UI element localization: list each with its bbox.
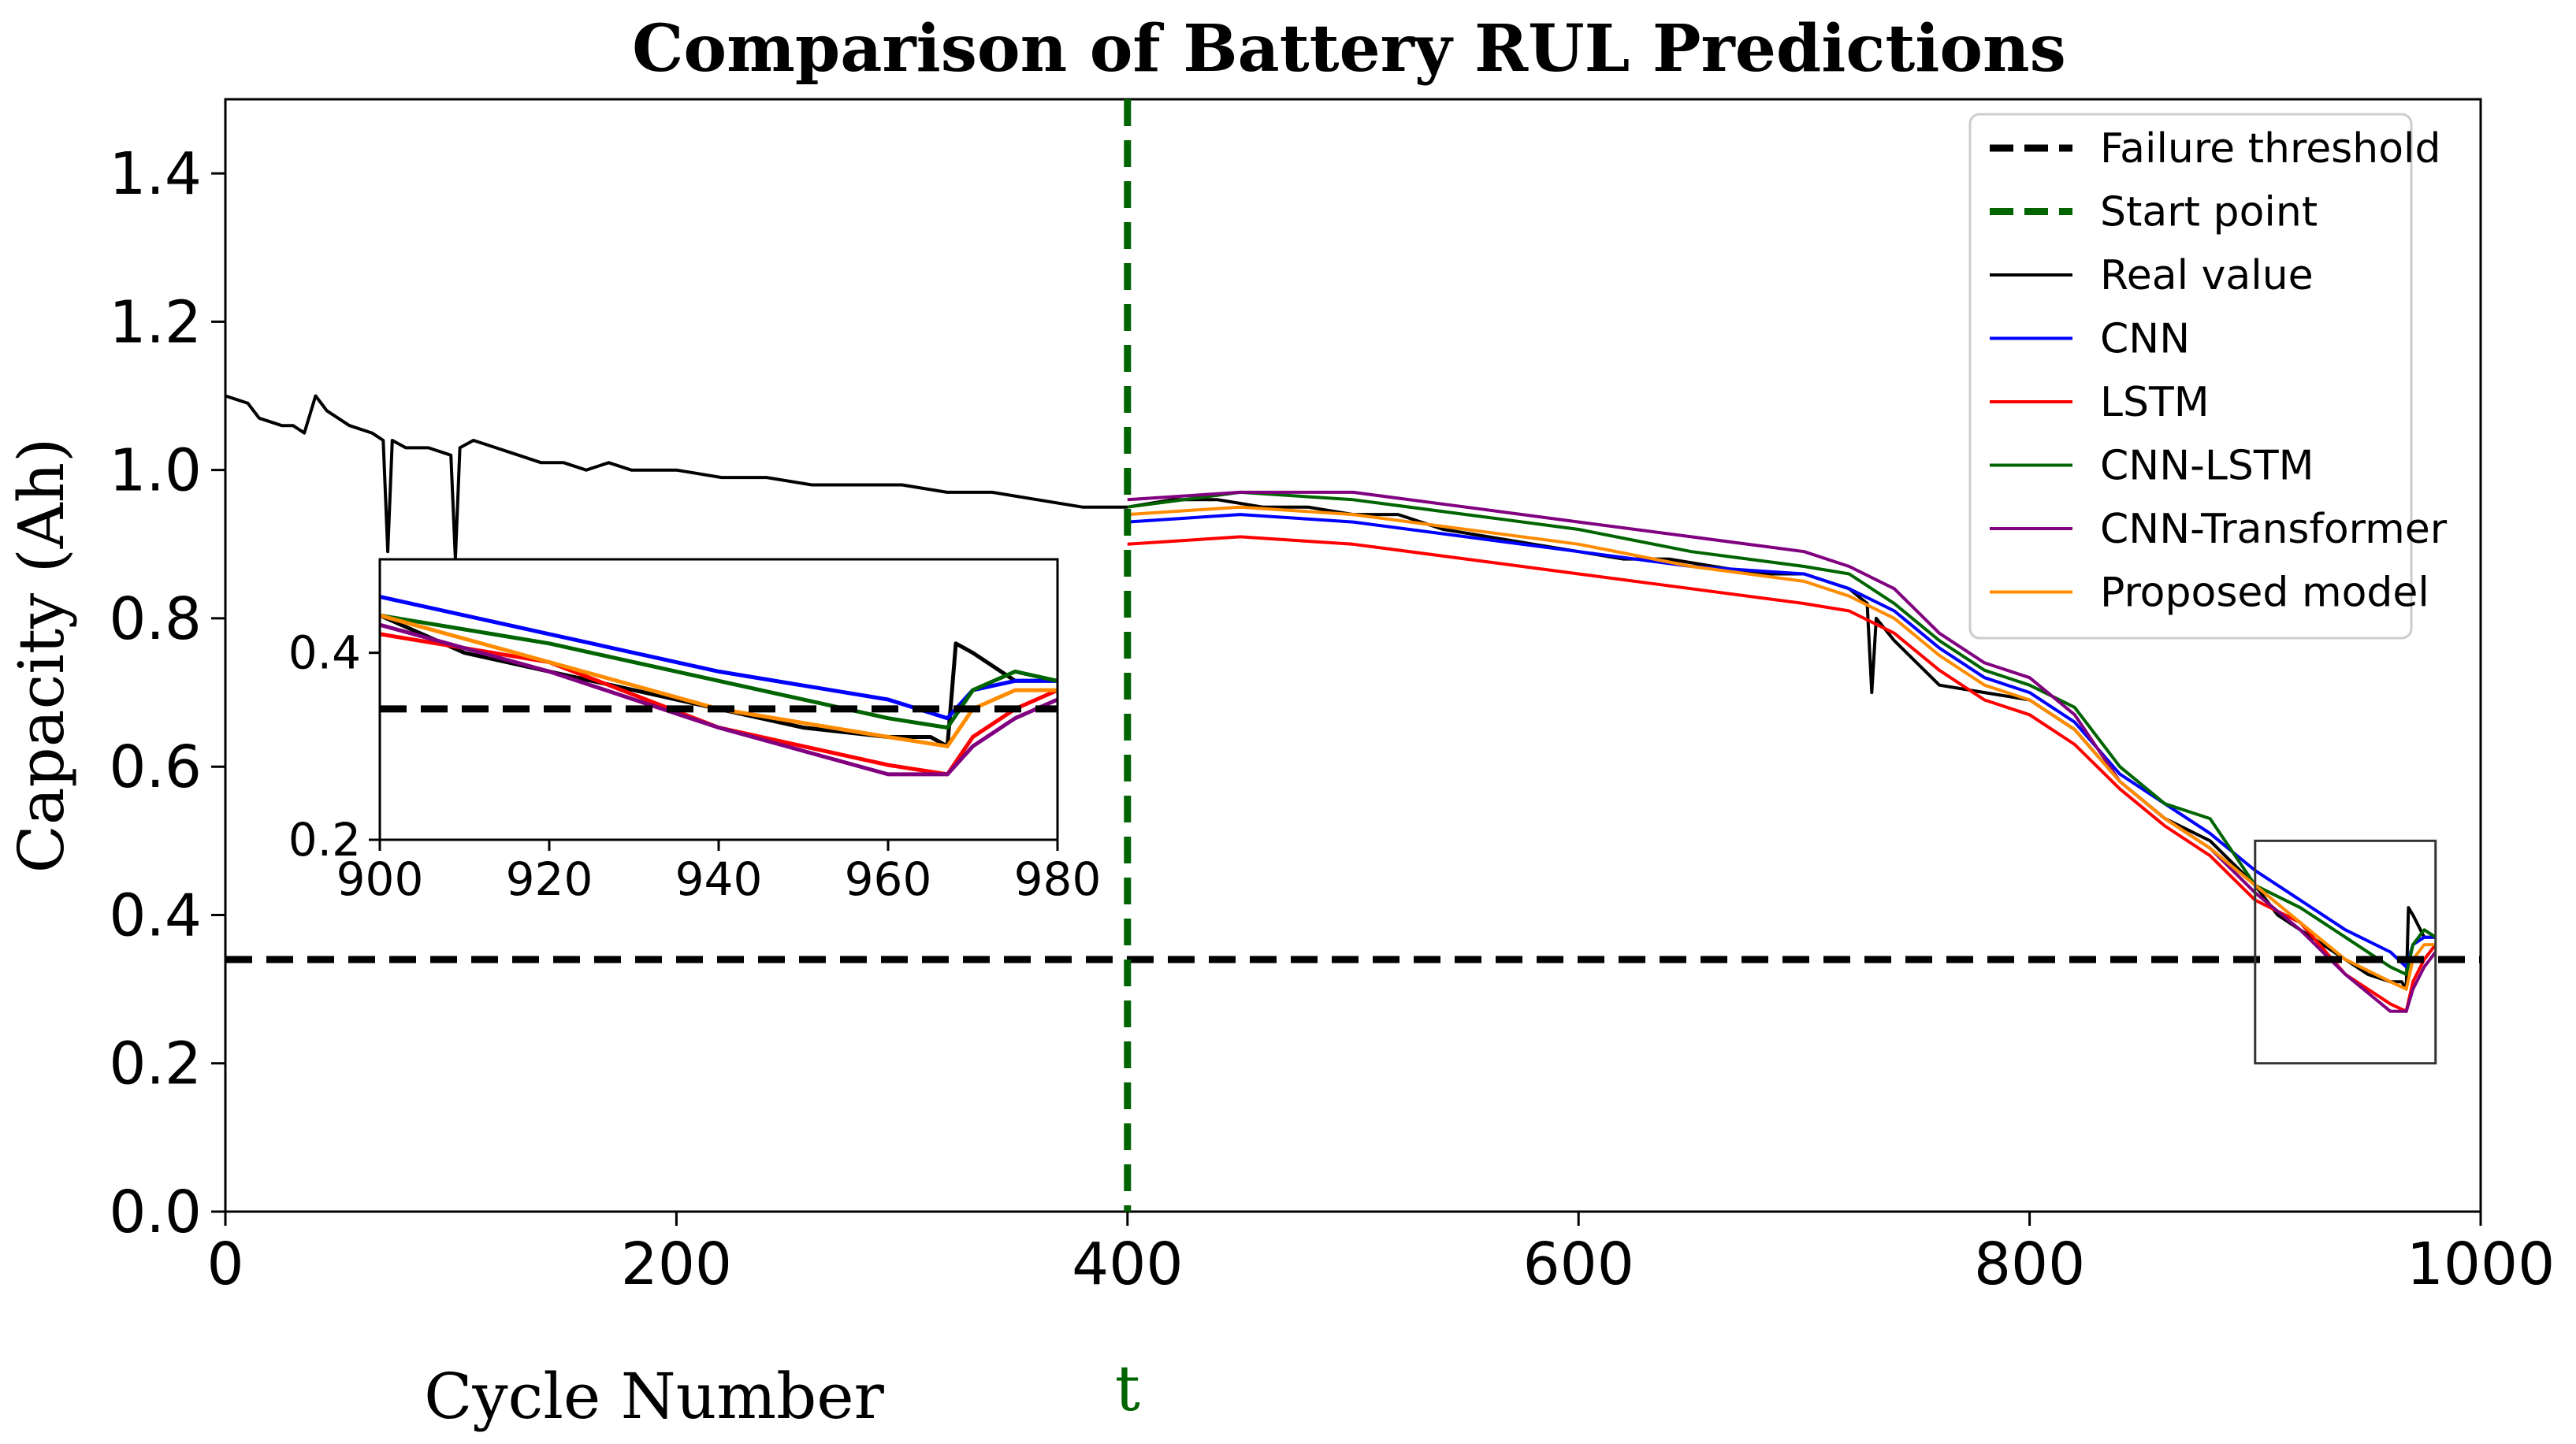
y-tick-label: 1.4 (109, 140, 202, 208)
y-tick-label: 0.6 (109, 733, 202, 801)
y-tick-label: 0.4 (109, 882, 202, 949)
legend-label: LSTM (2100, 379, 2210, 426)
series-line-lstm (1127, 535, 2437, 1013)
inset-series-line-cnn-lstm (380, 613, 1058, 730)
chart-title: Comparison of Battery RUL Predictions (632, 11, 2066, 87)
inset-frame (378, 558, 1059, 841)
y-tick-label: 0.8 (109, 585, 202, 653)
legend-label: Start point (2100, 189, 2318, 236)
legend-label: Failure threshold (2100, 125, 2441, 173)
series-line-cnn (1127, 513, 2436, 969)
legend-item-cnn: CNN (1990, 316, 2190, 363)
legend-item-proposed-model: Proposed model (1990, 570, 2429, 617)
inset-x-tick-label: 920 (506, 852, 593, 906)
x-tick-label: 800 (1974, 1231, 2085, 1298)
legend-label: Proposed model (2100, 570, 2429, 617)
y-tick-label: 0.0 (109, 1179, 202, 1246)
inset-series-line-cnn (380, 594, 1058, 721)
y-tick-label: 1.2 (109, 288, 202, 356)
inset-chart: 900 920 940 960 980 0.2 0.4 (288, 558, 1102, 906)
legend-item-real-value: Real value (1990, 252, 2314, 299)
inset-x-tick-label: 960 (845, 852, 932, 906)
x-tick-label: 1000 (2407, 1231, 2555, 1298)
y-tick-label: 1.0 (109, 437, 202, 505)
inset-y-tick-label: 0.2 (288, 813, 361, 867)
series-line-cnn-transformer (1127, 490, 2437, 1013)
legend-item-failure-threshold: Failure threshold (1990, 125, 2441, 173)
series-line-real-value (225, 394, 2436, 991)
legend-label: CNN (2100, 316, 2190, 363)
legend-item-cnn-transformer: CNN-Transformer (1990, 506, 2448, 553)
legend-label: CNN-Transformer (2100, 506, 2448, 553)
x-tick-label: 600 (1523, 1231, 1634, 1298)
x-tick-label: 400 (1072, 1231, 1183, 1298)
inset-x-tick-label: 980 (1014, 852, 1102, 906)
y-tick-label: 0.2 (109, 1030, 202, 1098)
y-axis-label: Capacity (Ah) (5, 438, 78, 874)
series-line-proposed-model (1127, 505, 2436, 991)
legend-box (1968, 113, 2413, 640)
start-point-label: t (1115, 1352, 1140, 1425)
legend-item-cnn-lstm: CNN-LSTM (1990, 443, 2314, 490)
zoom-region-box (2254, 839, 2437, 1065)
legend-label: Real value (2100, 252, 2314, 299)
legend-item-lstm: LSTM (1990, 379, 2210, 426)
inset-x-tick-label: 900 (336, 852, 424, 906)
inset-x-tick-label: 940 (675, 852, 763, 906)
x-axis-label: Cycle Number (424, 1360, 885, 1433)
legend-item-start-point: Start point (1990, 189, 2318, 236)
inset-series-line-proposed-model (380, 613, 1058, 748)
inset-series-line-cnn-transformer (380, 622, 1058, 777)
legend: Failure threshold Start point Real value CN… (1968, 113, 2448, 640)
x-tick-label: 200 (621, 1231, 732, 1298)
legend-label: CNN-LSTM (2100, 443, 2314, 490)
x-tick-label: 0 (206, 1231, 243, 1298)
inset-series-line-lstm (380, 632, 1058, 777)
inset-y-tick-label: 0.4 (288, 626, 361, 680)
